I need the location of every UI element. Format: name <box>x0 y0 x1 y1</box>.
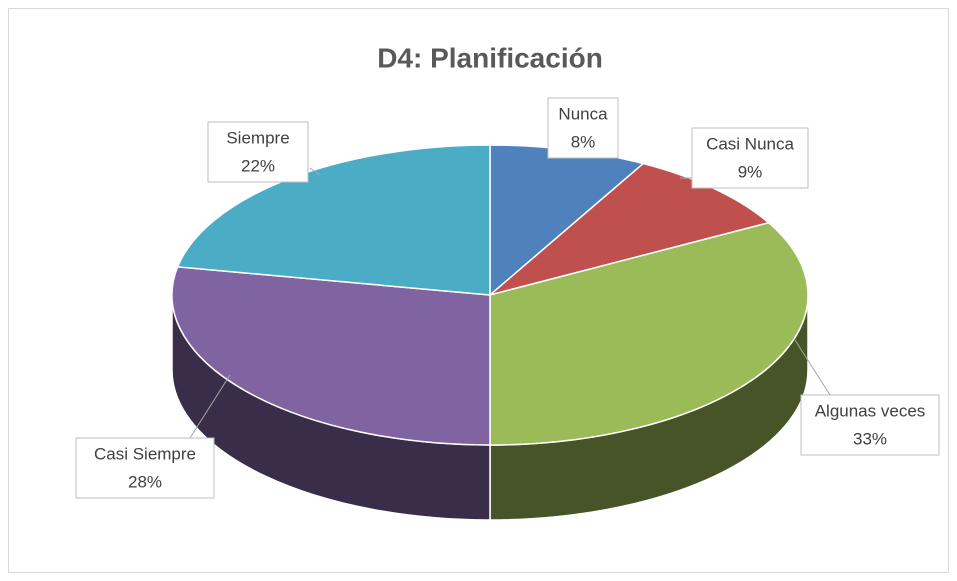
data-label-box <box>207 121 309 183</box>
data-label-box <box>691 127 809 189</box>
data-label-category: Casi Nunca <box>706 134 794 153</box>
slice <box>171 266 491 446</box>
leader-line <box>309 167 321 176</box>
data-label-value: 33% <box>853 429 887 448</box>
data-label-category: Algunas veces <box>815 401 926 420</box>
leader-line <box>794 339 831 396</box>
data-label-category: Nunca <box>558 104 608 123</box>
data-label-category: Siempre <box>226 128 289 147</box>
data-label-value: 22% <box>241 156 275 175</box>
data-label-value: 28% <box>128 472 162 491</box>
data-label-value: 8% <box>571 132 596 151</box>
data-label-box <box>547 97 619 159</box>
leader-line <box>189 374 231 439</box>
data-label-value: 9% <box>738 162 763 181</box>
slice <box>489 162 771 296</box>
chart-title: D4: Planificación <box>377 42 603 73</box>
slice <box>489 221 809 446</box>
data-label-category: Casi Siempre <box>94 444 196 463</box>
data-label-box <box>800 394 940 456</box>
data-label-box <box>75 437 215 499</box>
